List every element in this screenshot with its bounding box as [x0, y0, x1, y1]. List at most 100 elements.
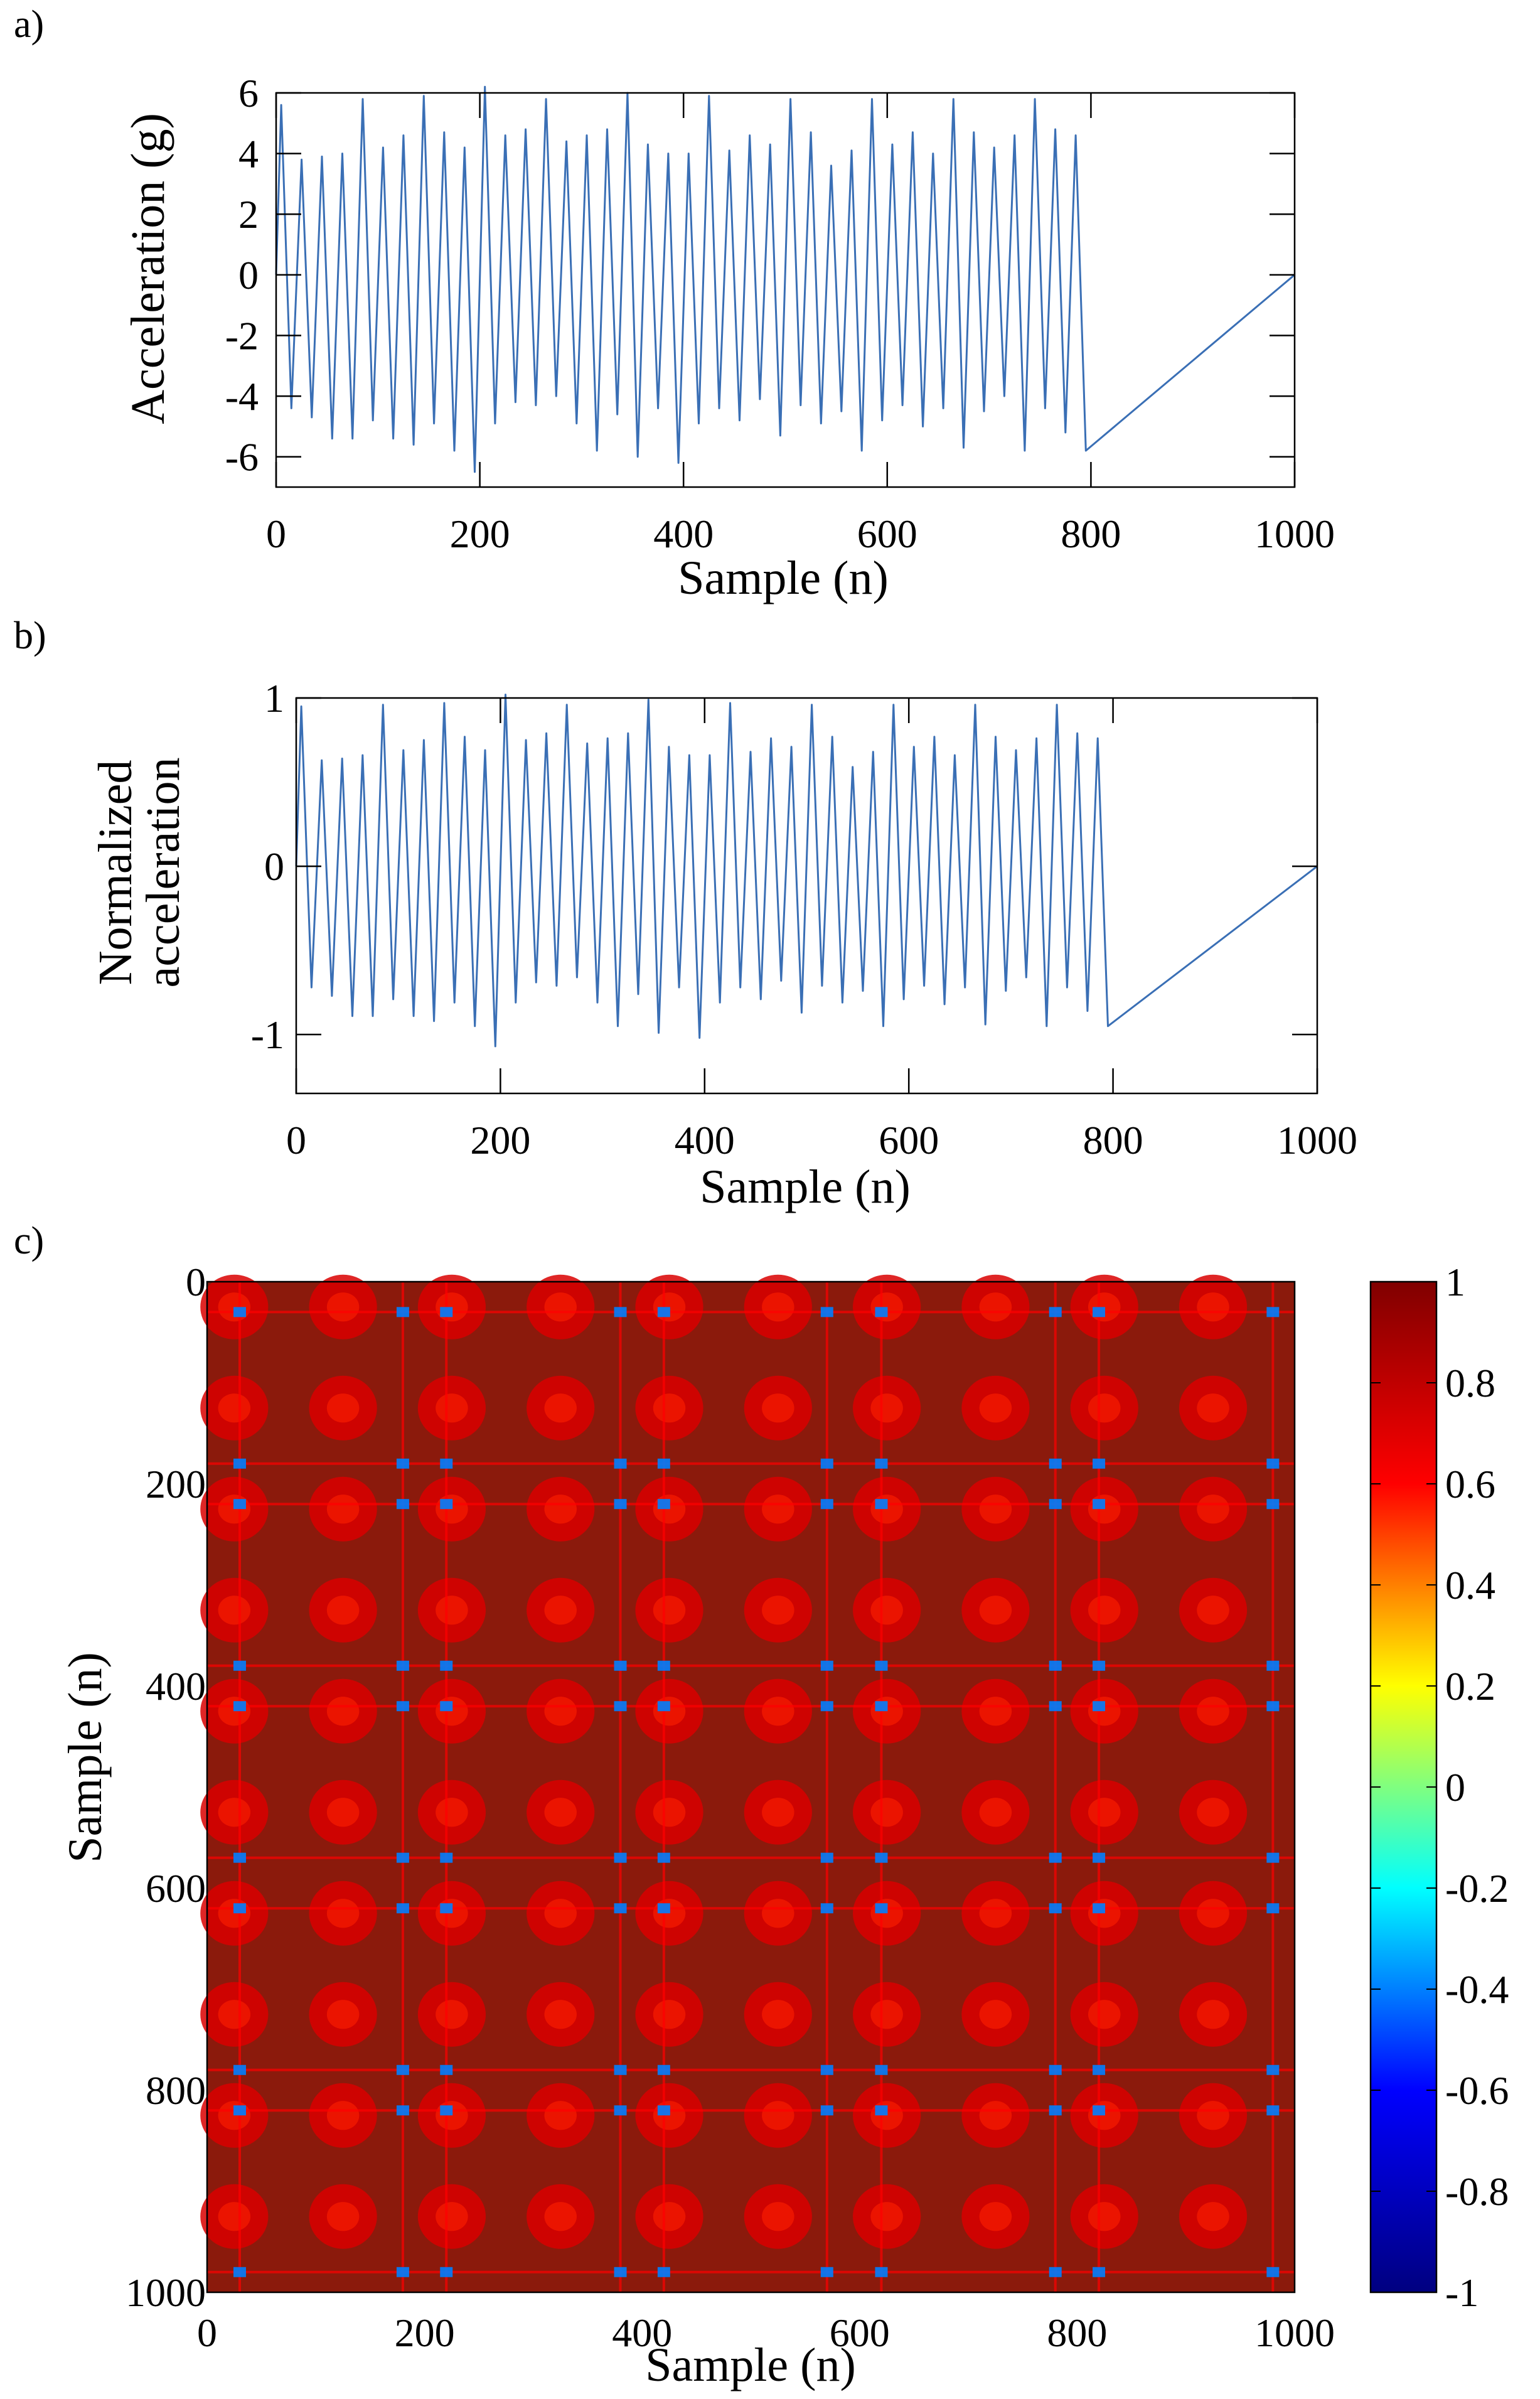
- heatmap-blob-core: [326, 1798, 360, 1827]
- panel-c-ytick-label: 600: [146, 1866, 206, 1911]
- heatmap-blob-core: [653, 1798, 686, 1827]
- heatmap-cross-point: [1266, 1307, 1280, 1318]
- heatmap-blob-core: [653, 1495, 686, 1524]
- heatmap-cross-point: [233, 1307, 246, 1318]
- heatmap-cross-point: [440, 1660, 453, 1671]
- heatmap-blob: [635, 1881, 703, 1946]
- heatmap-blob-core: [1088, 1798, 1121, 1827]
- heatmap-blob-core: [979, 2000, 1012, 2029]
- heatmap-cross-point: [396, 1852, 409, 1863]
- heatmap-cross-point: [614, 2105, 627, 2116]
- panel-b-xtick-label: 0: [286, 1118, 306, 1162]
- heatmap-cross-point: [1093, 1458, 1106, 1469]
- heatmap-blob: [200, 1982, 269, 2047]
- heatmap-cross-point: [233, 1852, 246, 1863]
- heatmap-blob-core: [653, 2000, 686, 2029]
- heatmap-blob: [744, 2083, 812, 2148]
- heatmap-blob-core: [218, 1697, 251, 1726]
- heatmap-blob: [417, 1476, 486, 1542]
- heatmap-cross-point: [614, 1852, 627, 1863]
- heatmap-blob-core: [1088, 2202, 1121, 2231]
- heatmap-blob: [853, 1982, 921, 2047]
- heatmap-blob-core: [1197, 1798, 1229, 1827]
- heatmap-blob: [309, 1779, 377, 1845]
- heatmap-blob: [853, 2184, 921, 2249]
- heatmap-blob-core: [544, 1292, 577, 1322]
- heatmap-blob-core: [1197, 1292, 1229, 1322]
- panel-b-xtick-label: 600: [879, 1118, 939, 1162]
- heatmap-cross-point: [1049, 1307, 1062, 1318]
- heatmap-blob-core: [326, 2101, 360, 2130]
- heatmap-cross-point: [396, 1499, 409, 1510]
- heatmap-cross-point: [1093, 1499, 1106, 1510]
- panel-c-xtick-label: 200: [395, 2310, 455, 2355]
- heatmap-cross-point: [396, 1903, 409, 1914]
- heatmap-blob: [200, 2184, 269, 2249]
- heatmap-blob: [309, 2184, 377, 2249]
- heatmap-cross-point: [875, 1499, 888, 1510]
- heatmap-blob-core: [218, 1899, 251, 1928]
- heatmap-cross-point: [1093, 1852, 1106, 1863]
- heatmap-blob: [744, 1274, 812, 1339]
- heatmap-blob: [853, 1274, 921, 1339]
- colorbar-tick-label: 0.4: [1445, 1563, 1495, 1607]
- heatmap-blob-core: [326, 2202, 360, 2231]
- heatmap-blob: [309, 1982, 377, 2047]
- heatmap-blob: [200, 2083, 269, 2148]
- heatmap-cross-point: [875, 1852, 888, 1863]
- heatmap-blob-core: [762, 1292, 794, 1322]
- heatmap-blob-core: [762, 1495, 794, 1524]
- heatmap-blob-core: [979, 1393, 1012, 1423]
- panel-a-letter: a): [14, 3, 45, 46]
- heatmap-cross-point: [1093, 1701, 1106, 1712]
- heatmap-blob-core: [762, 2202, 794, 2231]
- heatmap-blob-core: [1088, 1899, 1121, 1928]
- heatmap-cross-point: [1049, 2267, 1062, 2277]
- heatmap-blob: [417, 1274, 486, 1339]
- panel-a-xtick-label: 0: [266, 512, 286, 556]
- heatmap-cross-point: [875, 2267, 888, 2277]
- heatmap-cross-point: [396, 1701, 409, 1712]
- heatmap-cross-point: [396, 1307, 409, 1318]
- heatmap-blob-core: [870, 2101, 903, 2130]
- heatmap-cross-point: [396, 1660, 409, 1671]
- heatmap-blob-core: [1088, 2000, 1121, 2029]
- heatmap-blob: [417, 2184, 486, 2249]
- heatmap-cross-point: [1093, 2105, 1106, 2116]
- heatmap-cross-point: [657, 1307, 670, 1318]
- heatmap-blob: [961, 2184, 1030, 2249]
- heatmap-cross-point: [233, 2064, 246, 2075]
- panel-a-ytick-label: 2: [238, 192, 259, 237]
- heatmap-blob-core: [653, 1899, 686, 1928]
- heatmap-blob: [961, 1881, 1030, 1946]
- heatmap-blob: [744, 1779, 812, 1845]
- heatmap-cross-point: [440, 1307, 453, 1318]
- heatmap-blob: [1179, 1881, 1248, 1946]
- heatmap-cross-point: [1266, 1852, 1280, 1863]
- heatmap-blob: [961, 2083, 1030, 2148]
- heatmap-cross-point: [396, 2105, 409, 2116]
- panel-b-ytick-label: 0: [264, 844, 284, 889]
- heatmap-blob: [635, 1375, 703, 1441]
- heatmap-blob-core: [1088, 2101, 1121, 2130]
- heatmap-blob: [417, 2083, 486, 2148]
- heatmap-cross-point: [875, 2105, 888, 2116]
- heatmap-blob-core: [544, 1697, 577, 1726]
- heatmap-blob-core: [1197, 2000, 1229, 2029]
- heatmap-blob: [853, 1881, 921, 1946]
- heatmap-blob-core: [870, 1697, 903, 1726]
- heatmap-blob: [744, 1881, 812, 1946]
- heatmap-blob: [527, 1476, 595, 1542]
- heatmap-cross-point: [657, 1458, 670, 1469]
- heatmap-blob: [635, 1476, 703, 1542]
- panel-c-x-axis-label: Sample (n): [645, 2339, 856, 2391]
- heatmap-blob-core: [1197, 1899, 1229, 1928]
- panel-b-x-axis-label: Sample (n): [700, 1161, 911, 1213]
- panel-a-series-line: [275, 85, 1295, 473]
- heatmap-blob-core: [1088, 1697, 1121, 1726]
- heatmap-cross-point: [1266, 1903, 1280, 1914]
- heatmap-blob: [853, 1779, 921, 1845]
- colorbar-tick-label: 0: [1445, 1765, 1465, 1810]
- heatmap-blob-core: [653, 2202, 686, 2231]
- heatmap-cross-point: [233, 1458, 246, 1469]
